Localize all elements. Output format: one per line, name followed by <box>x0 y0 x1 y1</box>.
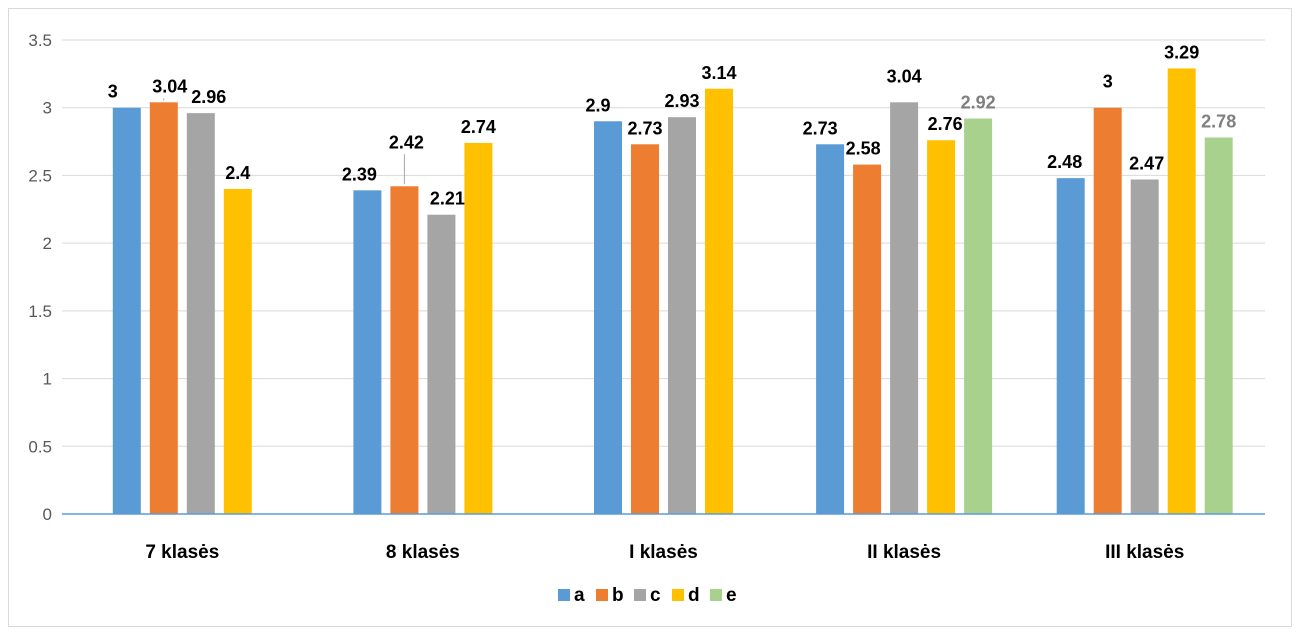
data-label: 2.96 <box>191 87 226 107</box>
data-label: 3.04 <box>887 66 922 86</box>
bar-d <box>223 188 252 514</box>
bar-a <box>816 144 845 514</box>
bar-b <box>853 164 882 514</box>
data-label: 2.47 <box>1129 153 1164 173</box>
data-label: 2.58 <box>846 139 881 159</box>
bar-a <box>1056 178 1085 514</box>
legend: a b c d e <box>558 585 737 606</box>
bar-c <box>668 117 696 515</box>
y-tick-label: 0.5 <box>28 437 52 456</box>
y-tick-label: 1.5 <box>28 302 52 321</box>
bar-b <box>149 102 178 514</box>
x-axis-categories: 7 klasės 8 klasės I klasės II klasės III kla… <box>145 542 1184 563</box>
legend-swatch-e <box>710 589 722 601</box>
data-label: 2.42 <box>389 132 424 152</box>
data-label: 2.76 <box>928 114 963 134</box>
data-label: 2.92 <box>961 93 996 113</box>
x-category-label: III klasės <box>1105 542 1184 563</box>
bar-a <box>112 107 141 514</box>
data-label: 2.93 <box>664 91 699 111</box>
data-label: 2.21 <box>430 189 465 209</box>
y-tick-label: 3.5 <box>28 31 52 50</box>
legend-label: a <box>574 585 585 606</box>
bar-b <box>1093 107 1122 514</box>
y-tick-label: 2.5 <box>28 166 52 185</box>
bar-b <box>631 144 659 514</box>
y-tick-label: 0 <box>43 505 52 524</box>
legend-swatch-b <box>596 589 608 601</box>
y-tick-label: 3 <box>43 99 52 118</box>
bar-c <box>427 214 456 514</box>
bar-c <box>1130 179 1159 514</box>
y-tick-label: 2 <box>43 234 52 253</box>
data-label: 2.9 <box>585 95 610 115</box>
legend-swatch-d <box>672 589 684 601</box>
bar-d <box>464 142 493 514</box>
data-label: 2.73 <box>627 118 662 138</box>
data-label: 2.4 <box>225 163 250 183</box>
y-tick-label: 1 <box>43 370 52 389</box>
data-label: 3.04 <box>152 76 187 96</box>
x-category-label: 8 klasės <box>386 542 460 563</box>
x-category-label: II klasės <box>867 542 941 563</box>
bar-b <box>390 186 419 514</box>
bars <box>112 68 1233 515</box>
data-label: 2.39 <box>342 164 377 184</box>
x-category-label: 7 klasės <box>145 542 219 563</box>
bar-d <box>1167 68 1196 514</box>
y-axis-ticks: 0 0.5 1 1.5 2 2.5 3 3.5 <box>28 31 52 524</box>
data-label: 3 <box>108 82 118 102</box>
legend-swatch-a <box>558 589 570 601</box>
bar-c <box>890 102 919 514</box>
bar-e <box>964 118 993 514</box>
bar-a <box>353 190 382 514</box>
bar-c <box>186 113 215 514</box>
legend-label: e <box>726 585 737 606</box>
bar-d <box>927 140 956 514</box>
legend-label: b <box>612 585 624 606</box>
legend-label: d <box>688 585 700 606</box>
data-label: 2.73 <box>803 118 838 138</box>
bar-d <box>705 88 733 515</box>
data-label: 3.29 <box>1164 42 1199 62</box>
data-label: 3.14 <box>701 63 736 83</box>
bar-e <box>1204 137 1233 514</box>
data-label: 2.48 <box>1047 152 1082 172</box>
bar-a <box>594 121 622 514</box>
data-label: 2.74 <box>461 117 496 137</box>
data-label: 2.78 <box>1201 112 1236 132</box>
legend-swatch-c <box>634 589 646 601</box>
x-category-label: I klasės <box>629 542 698 563</box>
data-labels: 3 3.042.962.4 2.392.422.212.742.92.732.933… <box>108 42 1236 208</box>
legend-label: c <box>650 585 661 606</box>
data-label: 3 <box>1103 72 1113 92</box>
